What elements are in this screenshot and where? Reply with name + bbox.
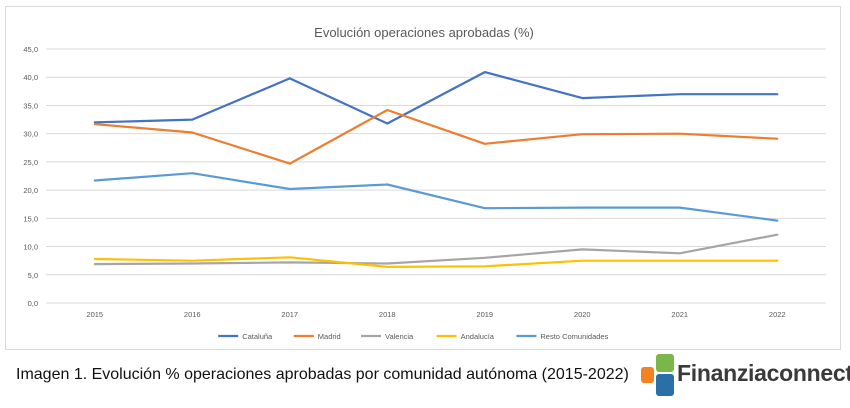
y-tick-label: 0,0 [28, 299, 38, 308]
x-tick-label: 2021 [671, 310, 688, 319]
legend-label: Madrid [318, 332, 341, 341]
x-tick-label: 2016 [184, 310, 201, 319]
logo-text: Finanziaconnect [677, 360, 850, 386]
legend-label: Resto Comunidades [540, 332, 608, 341]
y-tick-label: 5,0 [28, 271, 38, 280]
x-tick-label: 2019 [476, 310, 493, 319]
x-tick-label: 2020 [574, 310, 591, 319]
figure-caption: Imagen 1. Evolución % operaciones aproba… [16, 366, 629, 383]
chart-title: Evolución operaciones aprobadas (%) [314, 25, 534, 40]
y-tick-label: 10,0 [23, 243, 38, 252]
chart-area: Evolución operaciones aprobadas (%) 0,0 5… [5, 6, 841, 350]
y-tick-label: 20,0 [23, 186, 38, 195]
x-tick-label: 2015 [86, 310, 103, 319]
y-tick-label: 25,0 [23, 158, 38, 167]
legend-label: Cataluña [242, 332, 273, 341]
x-tick-label: 2018 [379, 310, 396, 319]
y-tick-label: 30,0 [23, 130, 38, 139]
series-line-andalucía [93, 256, 779, 268]
logo-mark-icon [641, 354, 675, 398]
series-line-madrid [93, 108, 779, 165]
x-tick-label: 2022 [769, 310, 786, 319]
series-line-valencia [93, 233, 779, 266]
legend-label: Valencia [385, 332, 414, 341]
line-chart: Evolución operaciones aprobadas (%) 0,0 5… [23, 25, 826, 341]
y-tick-label: 40,0 [23, 73, 38, 82]
series-line-resto-comunidades [93, 172, 779, 222]
x-tick-label: 2017 [281, 310, 298, 319]
finanziaconnect-logo: Finanziaconnect [641, 352, 850, 402]
y-tick-label: 35,0 [23, 101, 38, 110]
y-tick-label: 15,0 [23, 214, 38, 223]
y-tick-label: 45,0 [23, 45, 38, 54]
legend-label: Andalucía [461, 332, 495, 341]
series-line-cataluña [93, 70, 779, 125]
